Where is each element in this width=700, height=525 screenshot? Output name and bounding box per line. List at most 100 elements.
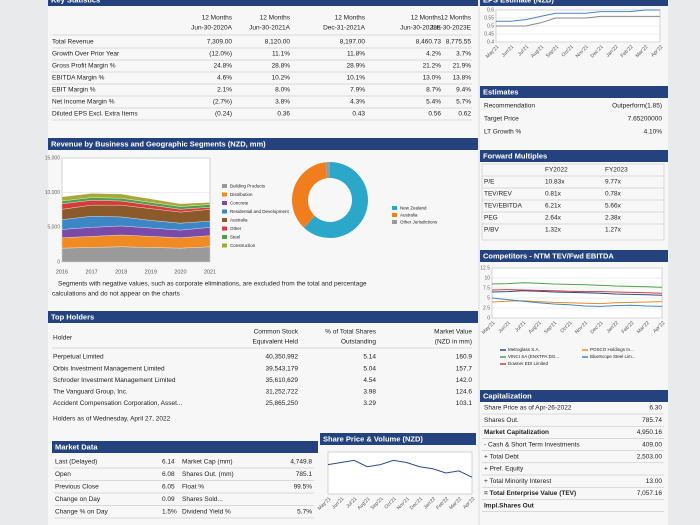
- cell-value: 4.6%: [217, 75, 232, 82]
- section-title: EPS Estimate (NZD): [483, 0, 554, 4]
- series-line: [496, 9, 660, 22]
- cell-value: 2.64x: [545, 215, 562, 222]
- cell-value: 35,610,629: [265, 377, 298, 384]
- legend-swatch: [222, 192, 227, 197]
- legend-label: New Zealand: [400, 206, 427, 211]
- cell-value: 0.78x: [605, 191, 622, 198]
- row-label: = Total Enterprise Value (TEV): [484, 490, 576, 497]
- section-title: Market Data: [55, 442, 98, 451]
- row-label: Float %: [182, 484, 204, 491]
- column-header: Jun-30-2021A: [249, 25, 290, 32]
- cell-value: 4.3%: [350, 99, 365, 106]
- y-tick-label: 0.45: [484, 31, 494, 37]
- cell-value: 9.77x: [605, 179, 622, 186]
- row-label: + Pref. Equity: [484, 466, 524, 473]
- cell-value: 10.1%: [347, 75, 366, 82]
- section-title: Revenue by Business and Geographic Segme…: [51, 139, 266, 148]
- legend-swatch: [392, 213, 397, 217]
- cell-value: 5.04: [363, 365, 376, 372]
- cell-value: 6.14: [162, 459, 175, 466]
- cell-value: (0.24): [215, 111, 232, 118]
- section-header-bar: [480, 390, 668, 402]
- column-header: 12 Months: [202, 15, 233, 22]
- column-header: (NZD in mm): [435, 339, 472, 346]
- table-frame: [481, 163, 665, 241]
- cell-value: 99.5%: [294, 484, 313, 491]
- cell-value: 5.4%: [426, 99, 441, 106]
- section-title: Forward Multiples: [483, 151, 547, 160]
- stacked-area: [61, 246, 211, 263]
- section-header-bar: [480, 0, 668, 6]
- cell-value: 4,749.8: [290, 459, 312, 466]
- cell-value: 1.5%: [162, 509, 177, 516]
- cell-value: 7,057.16: [637, 490, 663, 497]
- cell-value: 9.4%: [456, 87, 471, 94]
- y-tick-label: 0.6: [487, 7, 494, 13]
- legend-label: Concrete: [230, 201, 249, 206]
- row-label: Open: [55, 471, 71, 478]
- legend-swatch: [222, 184, 227, 188]
- y-tick-label: 15,000: [45, 155, 61, 161]
- row-label: Target Price: [484, 116, 519, 123]
- cell-value: 0.62: [458, 111, 471, 118]
- row-label: Share Price as of Apr-26-2022: [484, 405, 572, 412]
- column-header: 12 Months: [335, 15, 366, 22]
- column-header: Market Value: [434, 329, 472, 336]
- row-label: Change on Day: [55, 496, 101, 503]
- section-header-bar: [480, 250, 668, 262]
- row-label: Orbis Investment Management Limited: [53, 365, 165, 372]
- cell-value: 785.74: [642, 417, 662, 424]
- legend-label: Australia: [230, 218, 248, 223]
- legend-label: Distribution: [230, 192, 253, 197]
- stacked-area: [61, 193, 211, 207]
- y-tick-label: 0.55: [484, 15, 494, 21]
- legend-label: Steel: [230, 235, 240, 240]
- section-header-bar: [48, 0, 478, 6]
- row-label: Shares Sold...: [182, 496, 223, 503]
- column-header: FY2023: [605, 167, 628, 174]
- cell-value: 0.09: [162, 496, 175, 503]
- note: Segments with negative values, such as c…: [58, 281, 367, 288]
- cell-value: 3.7%: [456, 51, 471, 58]
- y-tick-label: 0: [487, 315, 490, 321]
- cell-value: 2.38x: [605, 215, 622, 222]
- series-line: [491, 282, 663, 288]
- y-tick-label: 7.5: [483, 285, 490, 291]
- section-header-bar: [480, 86, 668, 98]
- cell-value: 6.05: [162, 484, 175, 491]
- cell-value: 31,252,722: [265, 389, 298, 396]
- x-tick-label: 2020: [174, 269, 186, 275]
- row-label: Net Income Margin %: [52, 99, 115, 106]
- x-tick-label: 2018: [115, 269, 127, 275]
- y-tick-label: 0.4: [487, 39, 494, 45]
- y-tick-label: 2.5: [483, 305, 490, 311]
- row-label: Shares Out.: [484, 417, 519, 424]
- cell-value: (2.7%): [213, 99, 232, 106]
- row-label: Accident Compensation Corporation, Asset…: [53, 400, 183, 407]
- cell-value: 1.27x: [605, 227, 622, 234]
- cell-value: 785.1: [296, 471, 313, 478]
- series-line: [491, 290, 663, 296]
- row-label: Schroder Investment Management Limited: [53, 377, 176, 384]
- x-tick-label: 2017: [85, 269, 97, 275]
- cell-value: 1.32x: [545, 227, 562, 234]
- y-tick-label: 10: [484, 275, 490, 281]
- cell-value: 13.0%: [423, 75, 442, 82]
- cell-value: 28.8%: [272, 63, 291, 70]
- column-header: Jun-30-2023E: [430, 25, 471, 32]
- column-header: Jun-30-2022E: [400, 25, 441, 32]
- x-tick-label: 2021: [204, 269, 216, 275]
- cell-value: 5.7%: [456, 99, 471, 106]
- cell-value: 142.0: [456, 377, 473, 384]
- cell-value: 7,309.00: [207, 39, 233, 46]
- legend-label: Metroglass S.A.: [508, 347, 540, 352]
- row-label: Diluted EPS Excl. Extra Items: [52, 111, 138, 118]
- column-header: Outstanding: [341, 339, 376, 346]
- row-label: P/BV: [484, 227, 499, 234]
- row-label: Last (Delayed): [55, 459, 97, 466]
- y-tick-label: 0: [57, 259, 60, 265]
- row-label: PEG: [484, 215, 498, 222]
- y-tick-label: 5: [487, 295, 490, 301]
- cell-value: 11.8%: [347, 51, 365, 58]
- footer-note: Holders as of Wednesday, April 27, 2022: [53, 416, 171, 423]
